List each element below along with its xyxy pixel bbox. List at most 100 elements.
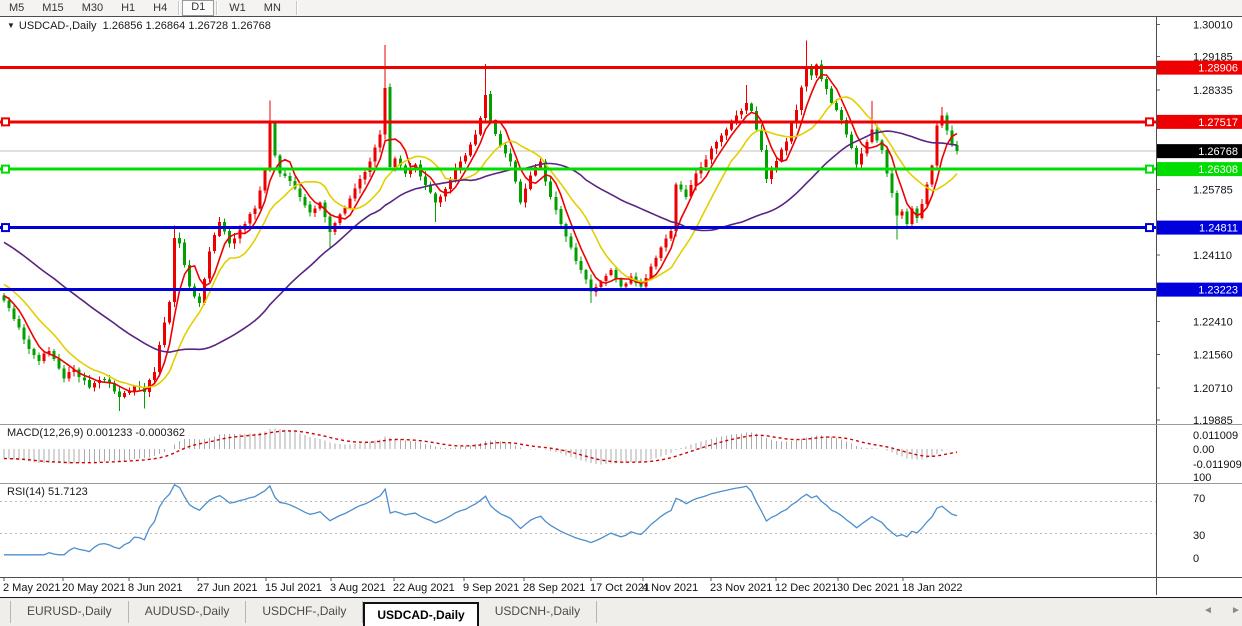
candle-down: [278, 155, 282, 174]
tab-audusd[interactable]: AUDUSD-,Daily: [129, 601, 247, 623]
candle-up: [132, 386, 136, 391]
tab-scroll-left-icon[interactable]: ◄: [1203, 605, 1213, 616]
date-axis-label: 20 May 2021: [62, 582, 126, 594]
toolbar-separator: [178, 1, 181, 15]
price-axis-label: 1.19885: [1193, 415, 1233, 427]
candle-down: [188, 265, 192, 287]
bar-high-value: 1.26864: [145, 20, 186, 32]
candle-down: [107, 379, 111, 384]
date-axis-label: 27 Jun 2021: [197, 582, 258, 594]
line-anchor-handle[interactable]: [1, 117, 10, 127]
candle-up: [689, 184, 693, 197]
timeframe-d1-button[interactable]: D1: [182, 0, 215, 16]
moving-average-line: [3, 73, 958, 393]
date-axis-label: 28 Sep 2021: [523, 582, 585, 594]
bar-close-value: 1.26768: [231, 20, 271, 32]
level-price-badge: 1.24811: [1199, 223, 1238, 235]
candle-up: [373, 147, 377, 162]
candle-down: [509, 153, 513, 162]
candle-down: [499, 134, 503, 146]
candle-down: [37, 355, 41, 361]
toolbar-separator: [216, 1, 219, 15]
last-price-badge-bg: [1157, 144, 1242, 159]
timeframe-m15-button[interactable]: M15: [42, 2, 64, 14]
tab-usdcad[interactable]: USDCAD-,Daily: [363, 602, 479, 626]
timeframe-h4-button[interactable]: H4: [153, 2, 168, 14]
candle-up: [739, 111, 743, 115]
line-anchor-handle[interactable]: [1145, 117, 1154, 127]
candle-up: [42, 353, 46, 361]
line-anchor-handle[interactable]: [1145, 164, 1154, 174]
candle-down: [62, 368, 66, 379]
date-axis-label: 22 Aug 2021: [393, 582, 455, 594]
candle-up: [910, 208, 914, 225]
candle-down: [684, 189, 688, 197]
date-axis-label: 23 Nov 2021: [710, 582, 772, 594]
tab-usdcnh[interactable]: USDCNH-,Daily: [479, 601, 598, 623]
price-axis-label: 1.24110: [1193, 250, 1232, 262]
date-axis-label: 15 Jul 2021: [265, 582, 322, 594]
line-anchor-handle[interactable]: [1, 223, 10, 233]
candle-down: [614, 270, 618, 279]
level-price-badge: 1.27517: [1198, 117, 1238, 129]
candle-up: [800, 87, 804, 111]
timeframe-w1-button[interactable]: W1: [229, 2, 246, 14]
level-price-badge-bg: [1157, 114, 1242, 129]
candle-up: [729, 121, 733, 130]
timeframe-m30-button[interactable]: M30: [81, 2, 104, 14]
candle-up: [704, 159, 708, 168]
toolbar-group-separator: [295, 1, 298, 15]
candle-down: [749, 103, 753, 111]
candle-down: [22, 327, 26, 340]
level-price-badge: 1.28906: [1198, 63, 1238, 75]
candle-up: [930, 165, 934, 185]
date-axis-label: 8 Jun 2021: [128, 582, 182, 594]
candle-up: [448, 179, 452, 189]
level-price-badge-bg: [1157, 282, 1242, 297]
candle-up: [925, 184, 929, 204]
candle-up: [774, 160, 778, 168]
level-price-badge: 1.26308: [1198, 164, 1238, 176]
candle-up: [258, 190, 262, 209]
tab-usdchf[interactable]: USDCHF-,Daily: [246, 601, 364, 623]
candle-down: [845, 120, 849, 135]
tab-eurusd[interactable]: EURUSD-,Daily: [10, 601, 129, 623]
candle-down: [850, 134, 854, 148]
tab-scroll-right-icon[interactable]: ►: [1231, 605, 1241, 616]
rsi-axis-label: 70: [1193, 493, 1205, 505]
candle-up: [358, 179, 362, 189]
timeframe-toolbar: M5 M15 M30 H1 H4 D1 W1 MN: [0, 0, 1242, 16]
macd-axis-label: -0.011909: [1193, 459, 1242, 471]
macd-signal-line: [4, 430, 958, 464]
candle-up: [47, 351, 51, 354]
candle-up: [122, 393, 126, 397]
candle-down: [855, 147, 859, 165]
candle-down: [308, 204, 312, 213]
candle-up: [790, 123, 794, 142]
candle-down: [564, 224, 568, 237]
price-axis-label: 1.25785: [1193, 185, 1233, 197]
line-anchor-handle[interactable]: [1, 164, 10, 174]
candle-up: [233, 238, 237, 244]
line-anchor-handle[interactable]: [1145, 223, 1154, 233]
candles: [2, 40, 959, 411]
candle-up: [674, 184, 678, 232]
candle-up: [664, 238, 668, 248]
level-price-badge-bg: [1157, 220, 1242, 235]
timeframe-m5-button[interactable]: M5: [9, 2, 25, 14]
rsi-line: [4, 483, 958, 556]
candle-up: [724, 129, 728, 136]
collapse-indicators-icon[interactable]: ▼: [7, 21, 15, 30]
candle-up: [694, 173, 698, 186]
candle-up: [67, 372, 71, 379]
timeframe-h1-button[interactable]: H1: [121, 2, 136, 14]
candle-up: [313, 208, 317, 213]
candle-up: [779, 149, 783, 161]
timeframe-mn-button[interactable]: MN: [263, 2, 281, 14]
candle-down: [328, 216, 332, 232]
candle-up: [479, 117, 483, 135]
candle-down: [589, 279, 593, 292]
date-axis-label: 4 Nov 2021: [642, 582, 698, 594]
